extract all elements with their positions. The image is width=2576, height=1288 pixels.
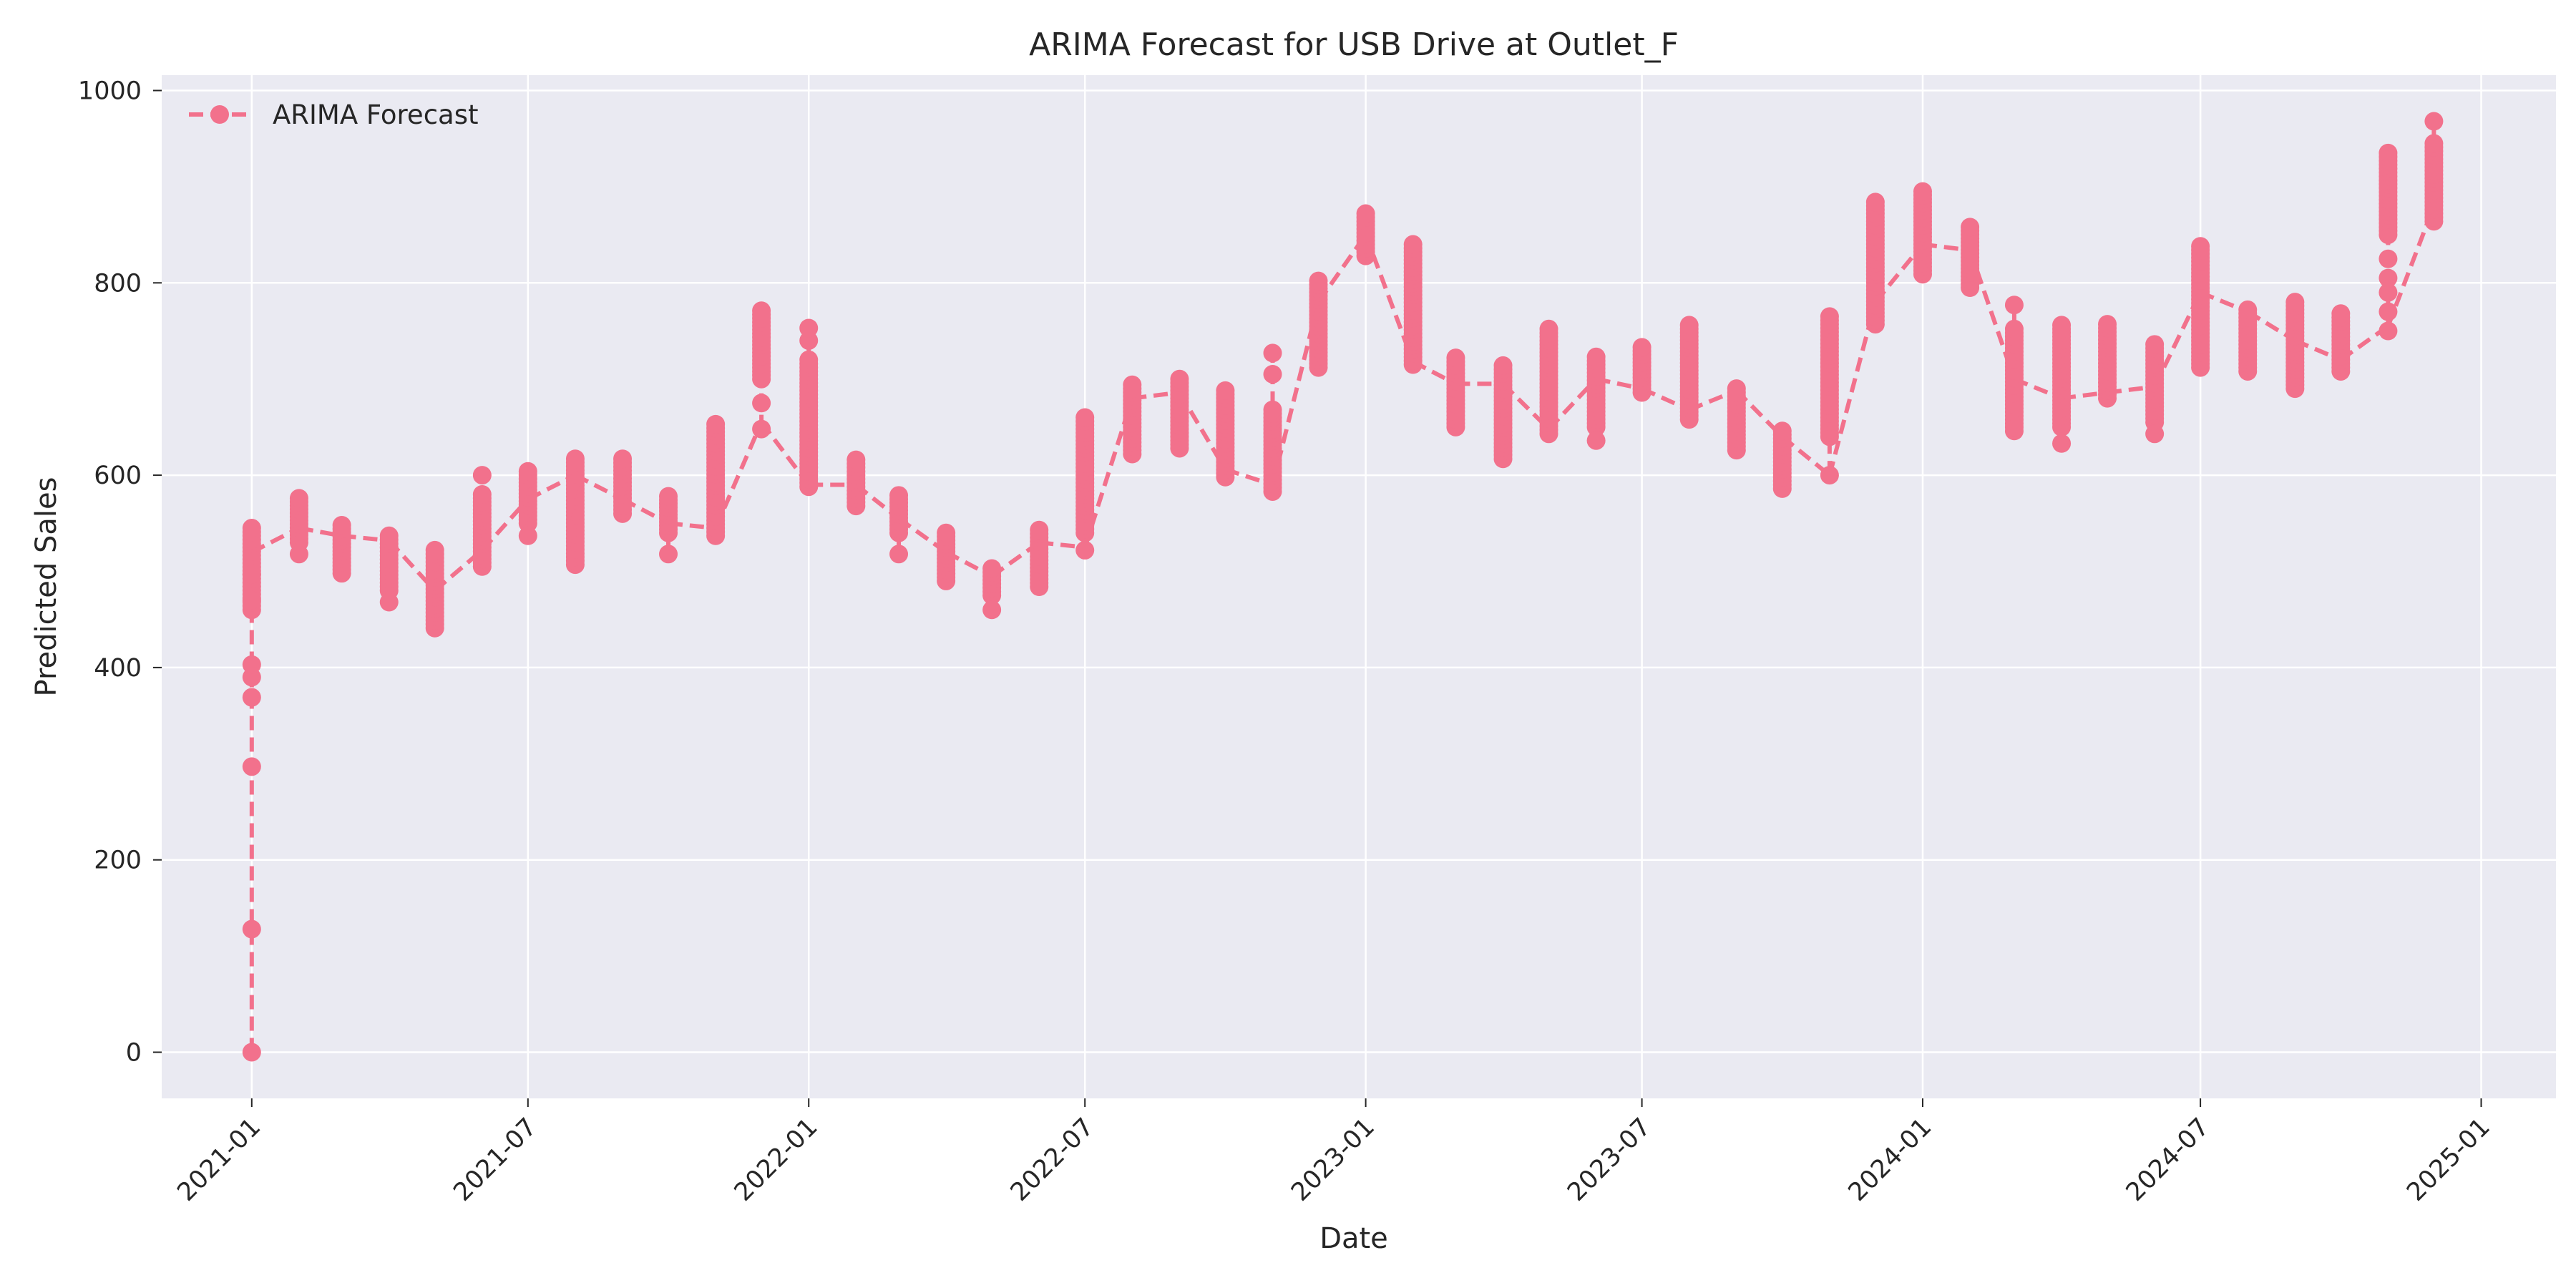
data-point (2004, 319, 2024, 338)
data-point (2424, 134, 2444, 153)
data-point (1075, 408, 1095, 427)
data-point (2098, 315, 2117, 334)
data-point (518, 526, 537, 545)
y-axis-ticks: 0 200 400 600 800 1000 (78, 77, 162, 1067)
y-axis-label: Predicted Sales (30, 477, 63, 697)
data-point (937, 523, 956, 542)
data-point (2238, 300, 2258, 319)
x-axis-label: Date (1319, 1222, 1388, 1255)
y-tick-label-600: 600 (94, 462, 142, 490)
y-tick-label-200: 200 (94, 847, 142, 875)
y-tick-label-800: 800 (94, 269, 142, 298)
data-point (1030, 520, 1049, 540)
data-point (565, 449, 585, 469)
data-point (752, 419, 771, 439)
data-point (2004, 296, 2024, 315)
chart-title: ARIMA Forecast for USB Drive at Outlet_F (1029, 26, 1679, 63)
data-point (2191, 237, 2210, 256)
legend-marker-sample (210, 105, 229, 124)
data-point (2379, 143, 2398, 162)
data-point (425, 540, 444, 560)
data-point (2285, 293, 2305, 312)
data-point (799, 318, 819, 338)
data-point (752, 394, 771, 413)
y-tick-label-0: 0 (126, 1038, 142, 1067)
data-point (2145, 424, 2165, 444)
data-point (1309, 271, 1328, 291)
data-point (1586, 431, 1606, 450)
y-tick-label-1000: 1000 (78, 77, 142, 106)
data-point (706, 414, 726, 434)
data-point (379, 592, 399, 612)
data-point (1170, 369, 1189, 389)
data-point (1263, 364, 1282, 384)
data-point (752, 301, 771, 321)
data-point (1216, 381, 1235, 400)
data-point (1820, 307, 1839, 326)
data-point (518, 462, 537, 481)
data-point (2379, 283, 2398, 302)
data-point (472, 484, 492, 504)
data-point (847, 450, 866, 469)
data-point (799, 350, 819, 369)
data-point (1263, 400, 1282, 419)
data-point (889, 486, 909, 505)
data-point (242, 1043, 261, 1062)
legend: ARIMA Forecast (189, 99, 479, 130)
data-point (289, 545, 308, 564)
data-point (2331, 304, 2351, 323)
data-point (242, 519, 261, 538)
data-point (659, 487, 678, 506)
data-point (242, 757, 261, 776)
data-point (1123, 375, 1142, 394)
data-point (1403, 235, 1423, 254)
data-point (1493, 356, 1513, 375)
data-point (242, 688, 261, 707)
data-point (242, 655, 261, 674)
data-point (1632, 338, 1652, 357)
data-point (1446, 348, 1465, 368)
data-point (1772, 421, 1792, 441)
data-point (242, 590, 261, 610)
data-point (242, 919, 261, 939)
data-point (1679, 316, 1699, 335)
data-point (2052, 434, 2072, 453)
data-point (2424, 112, 2444, 131)
data-point (2145, 335, 2165, 354)
data-point (1865, 192, 1885, 212)
series-connector-2023-11-01-to-2023-12-01 (1827, 301, 1878, 476)
data-point (982, 559, 1002, 578)
data-point (1913, 182, 1932, 201)
legend-entry-label: ARIMA Forecast (273, 99, 479, 130)
data-point (1356, 204, 1375, 223)
data-point (379, 526, 399, 545)
data-point (659, 545, 678, 564)
series-arima-forecast (242, 112, 2444, 1062)
data-point (2379, 268, 2398, 288)
data-point (289, 489, 308, 508)
data-point (242, 565, 261, 584)
y-tick-label-400: 400 (94, 654, 142, 683)
data-point (332, 515, 351, 535)
data-point (1820, 466, 1839, 485)
data-point (472, 466, 492, 485)
data-point (1539, 319, 1558, 338)
data-point (1263, 343, 1282, 363)
data-point (982, 600, 1002, 620)
data-point (1727, 379, 1746, 399)
data-point (613, 449, 633, 469)
data-point (1075, 540, 1095, 560)
data-point (2052, 316, 2072, 335)
data-point (1586, 347, 1606, 366)
data-point (2379, 249, 2398, 268)
data-point (2379, 302, 2398, 321)
data-point (889, 545, 909, 564)
series-connector-2021-11-01-to-2021-12-01 (713, 421, 763, 530)
data-point (1961, 218, 1980, 237)
data-point (2379, 321, 2398, 341)
